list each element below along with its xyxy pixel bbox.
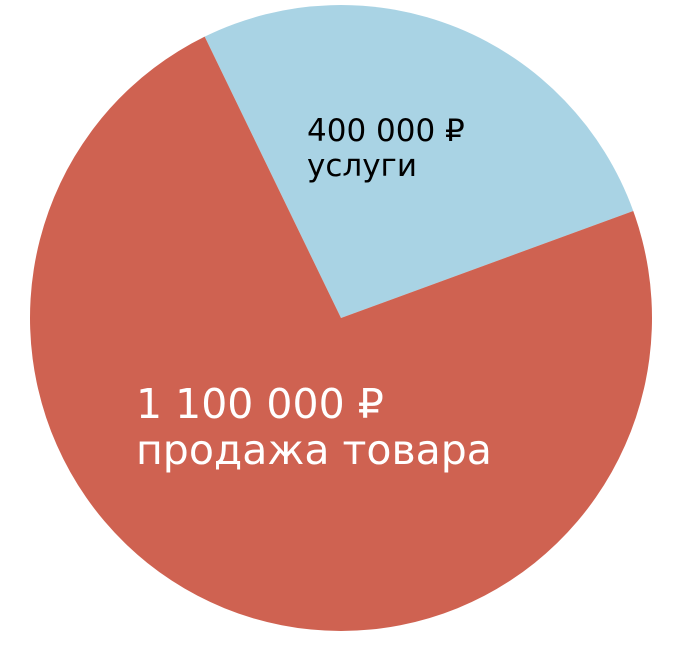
pie-slice-services [204, 5, 634, 319]
slice-label-goods: 1 100 000 ₽ продажа товара [136, 380, 492, 474]
slice-value-goods: 1 100 000 ₽ [136, 380, 384, 428]
slice-label-services: 400 000 ₽ услуги [307, 114, 465, 183]
slice-value-services: 400 000 ₽ [307, 113, 465, 149]
slice-name-services: услуги [307, 147, 417, 184]
pie-slice-goods [29, 36, 653, 631]
slice-name-goods: продажа товара [136, 425, 492, 474]
